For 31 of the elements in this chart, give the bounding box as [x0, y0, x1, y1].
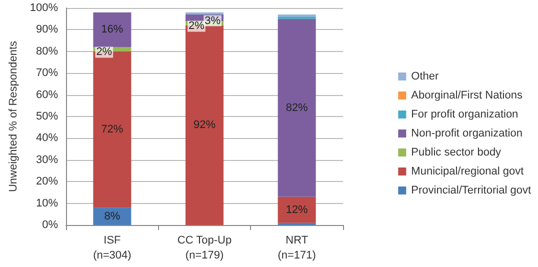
- y-tick-label: 60%: [36, 88, 58, 101]
- y-tick-label: 10%: [36, 197, 58, 210]
- y-tick-label: 20%: [36, 176, 58, 188]
- x-tick-label: CC Top-Up (n=179): [177, 234, 232, 262]
- x-tick-label: NRT (n=171): [278, 234, 316, 262]
- data-label: 8%: [104, 210, 120, 222]
- data-label: 16%: [101, 24, 124, 36]
- data-label: 12%: [286, 204, 308, 216]
- y-tick-label: 80%: [36, 45, 58, 58]
- y-tick-label: 70%: [36, 67, 58, 80]
- legend-label: Municipal/regional govt: [411, 166, 524, 178]
- legend-label: Provincial/Territorial govt: [411, 184, 532, 196]
- y-tick-label: 100%: [30, 2, 58, 14]
- data-label: 3%: [204, 14, 221, 27]
- y-tick-label: 90%: [36, 24, 58, 36]
- data-label: 72%: [101, 124, 124, 136]
- y-tick-label: 40%: [36, 132, 58, 144]
- y-axis-title: Unweighted % of Respondents: [8, 40, 20, 192]
- legend-label: Public sector body: [411, 146, 502, 158]
- y-tick-label: 30%: [36, 154, 58, 166]
- legend-label: Aborginal/First Nations: [411, 90, 523, 102]
- legend-label: Other: [411, 70, 440, 82]
- data-label: 82%: [286, 102, 308, 114]
- data-label: 2%: [96, 46, 112, 58]
- data-label: 2%: [188, 20, 205, 32]
- y-tick-label: 50%: [36, 110, 58, 122]
- legend-label: For profit organization: [411, 108, 518, 120]
- y-tick-label: 0%: [42, 219, 58, 231]
- legend-label: Non-profit organization: [411, 128, 522, 140]
- data-label: 92%: [194, 119, 216, 132]
- x-tick-label: ISF (n=304): [93, 234, 132, 262]
